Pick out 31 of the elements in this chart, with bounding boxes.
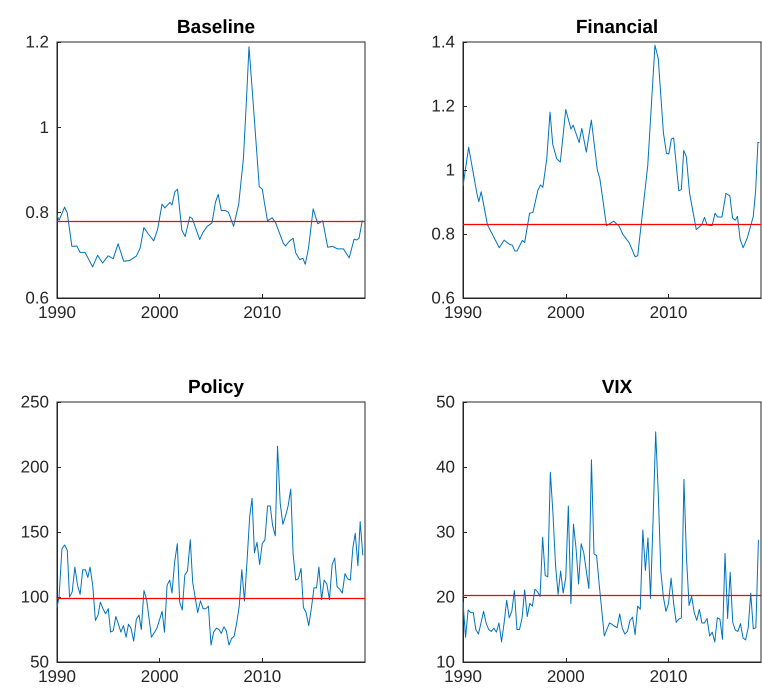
y-tick-label: 1 (446, 160, 455, 180)
y-tick-label: 40 (436, 458, 455, 476)
chart-title: Baseline (176, 17, 256, 38)
line-series (462, 431, 759, 642)
line-series (56, 46, 363, 268)
y-tick-label: 20 (436, 588, 455, 606)
chart-title: Policy (188, 377, 244, 398)
x-tick-label: 2010 (243, 667, 282, 686)
y-tick-label: 100 (20, 588, 49, 606)
y-tick-label: 200 (20, 458, 49, 476)
y-tick-label: 1.2 (431, 96, 455, 116)
chart-title: Financial (576, 17, 658, 38)
chart-title: VIX (602, 377, 633, 398)
y-tick-label: 1.2 (25, 32, 49, 52)
line-series (56, 446, 364, 646)
x-tick-label: 2010 (650, 667, 688, 686)
x-tick-label: 2010 (243, 303, 282, 322)
y-tick-label: 150 (20, 522, 49, 542)
x-tick-label: 2000 (140, 667, 179, 686)
x-tick-label: 2000 (140, 303, 179, 322)
x-tick-label: 2010 (650, 303, 688, 322)
y-tick-label: 1 (40, 118, 49, 137)
x-tick-label: 2000 (546, 667, 585, 686)
y-tick-label: 30 (436, 522, 455, 542)
y-tick-label: 0.8 (431, 224, 455, 244)
x-tick-label: 2000 (546, 303, 585, 322)
line-series (462, 44, 760, 258)
y-tick-label: 50 (436, 392, 455, 412)
y-tick-label: 1.4 (431, 32, 455, 52)
y-tick-label: 250 (20, 392, 49, 412)
y-tick-label: 0.8 (25, 203, 49, 222)
